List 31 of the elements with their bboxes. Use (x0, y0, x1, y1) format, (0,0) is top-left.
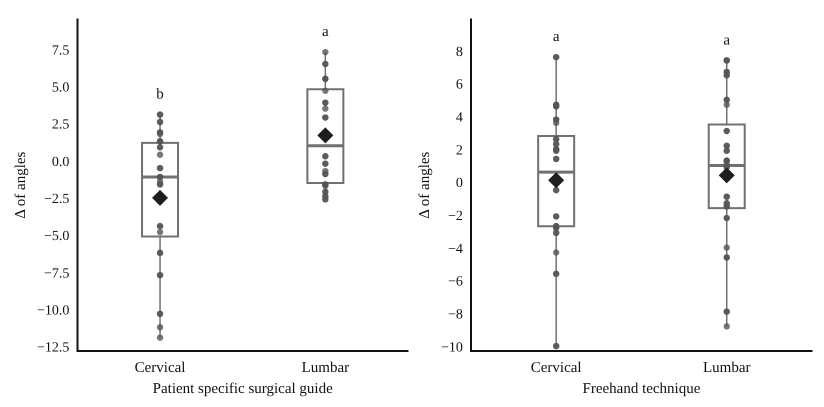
y-tick-label: 8 (456, 44, 463, 60)
y-axis-title: Δ of angles (416, 151, 433, 219)
annotation: a (552, 29, 560, 46)
y-tick-label: −8 (448, 308, 463, 323)
x-tick-label: Cervical (530, 360, 582, 376)
y-tick-label: −2 (448, 209, 463, 224)
y-tick-label: 7.5 (52, 43, 70, 58)
y-tick-label: 0 (456, 176, 463, 192)
x-tick-label: Lumbar (302, 360, 350, 376)
x-tick-label: Lumbar (702, 360, 750, 376)
y-tick-label: −10.0 (36, 304, 70, 319)
y-tick-label: 2.5 (52, 118, 70, 133)
y-tick-label: −7.5 (44, 266, 70, 282)
y-tick-label: −6 (448, 274, 463, 290)
y-tick-label: 2 (456, 143, 463, 158)
x-axis-title: Freehand technique (582, 380, 701, 397)
y-tick-label: −10 (440, 340, 463, 356)
y-tick-label: −4 (448, 242, 463, 257)
x-tick-label: Cervical (134, 360, 186, 376)
x-axis-title: Patient specific surgical guide (152, 380, 334, 397)
y-tick-label: −5.0 (44, 229, 70, 244)
y-tick-label: 0.0 (52, 154, 70, 170)
annotation: a (322, 24, 330, 40)
y-tick-label: 6 (456, 78, 463, 93)
annotation: b (156, 86, 164, 103)
y-tick-label: 4 (456, 110, 463, 126)
y-tick-label: −12.5 (36, 340, 70, 356)
y-tick-label: −2.5 (44, 192, 70, 207)
y-tick-label: 5.0 (52, 80, 70, 96)
annotation: a (723, 32, 730, 48)
y-axis-title: Δ of angles (12, 151, 29, 219)
